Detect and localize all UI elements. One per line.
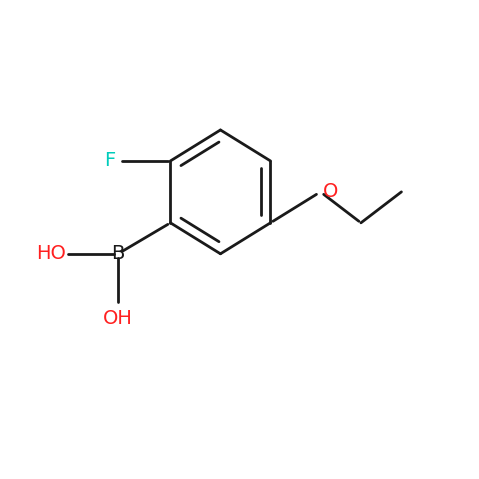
Text: O: O xyxy=(323,182,338,201)
Text: OH: OH xyxy=(103,308,133,328)
Text: B: B xyxy=(112,244,125,263)
Text: F: F xyxy=(104,151,116,171)
Text: HO: HO xyxy=(36,244,66,263)
